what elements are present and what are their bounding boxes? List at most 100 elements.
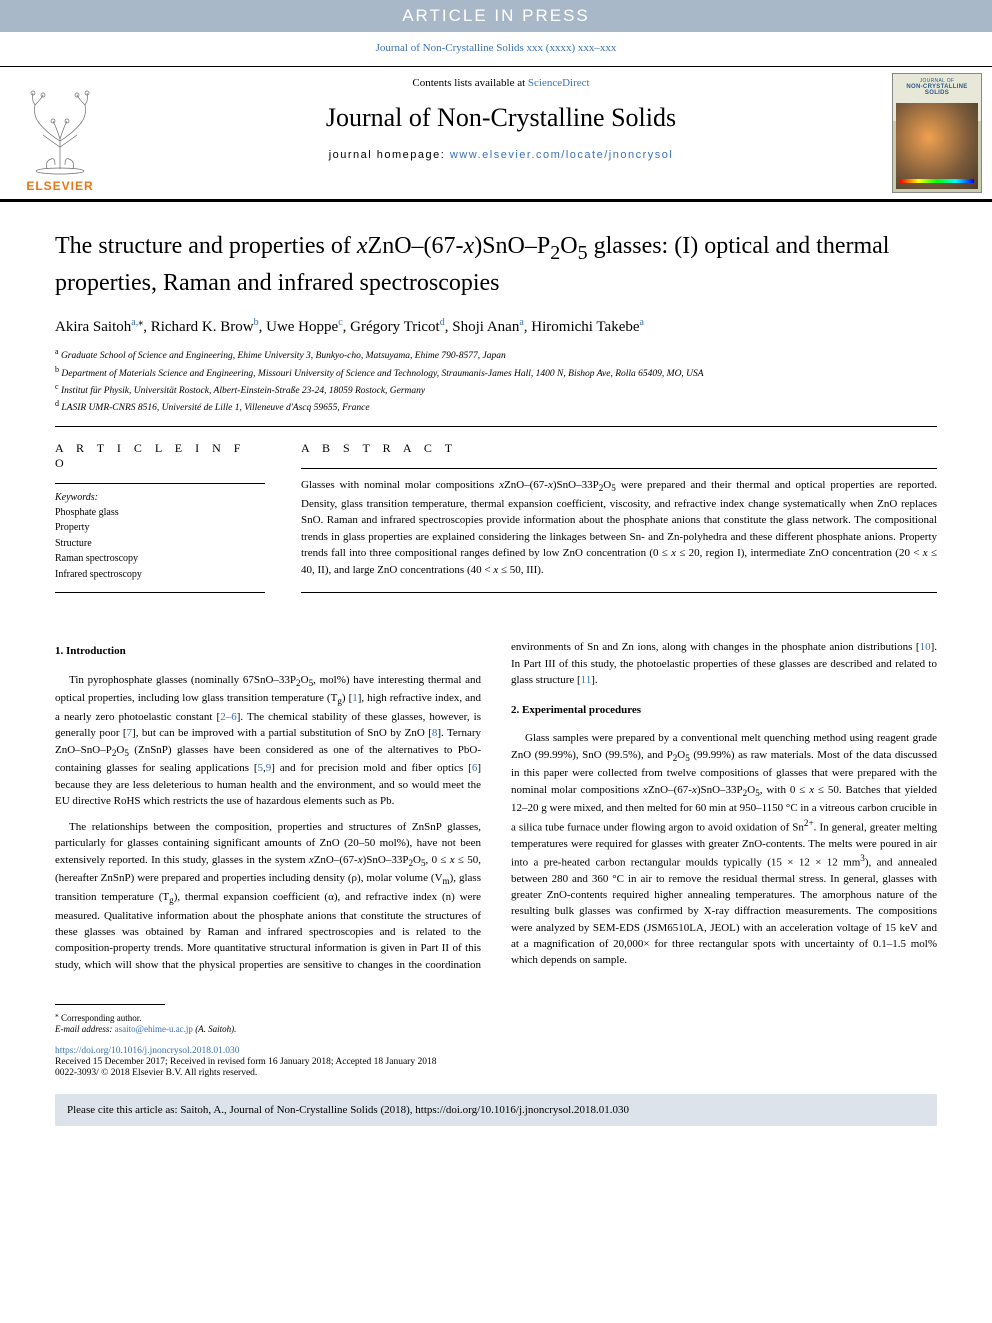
author: Akira Saitoha,⁎ xyxy=(55,319,143,335)
title-seg: O xyxy=(560,233,577,259)
divider-split xyxy=(55,592,937,593)
p-seg: , with 0 ≤ xyxy=(760,784,809,796)
copyright-line: 0022-3093/ © 2018 Elsevier B.V. All righ… xyxy=(55,1068,937,1078)
title-sub: 5 xyxy=(578,242,588,264)
p-seg: ]. xyxy=(591,674,597,686)
affiliation: c Institut für Physik, Universität Rosto… xyxy=(55,381,937,398)
header-center: Contents lists available at ScienceDirec… xyxy=(110,73,892,193)
abs-seg: ≤ 20, region I), intermediate ZnO concen… xyxy=(676,547,923,559)
exp-paragraph-1: Glass samples were prepared by a convent… xyxy=(511,730,937,968)
elsevier-wordmark: ELSEVIER xyxy=(26,179,93,193)
p-seg: ) [ xyxy=(342,692,352,704)
author: Grégory Tricotd xyxy=(350,319,445,335)
article-title: The structure and properties of xZnO–(67… xyxy=(55,230,937,299)
sciencedirect-link[interactable]: ScienceDirect xyxy=(528,77,590,89)
ref-link[interactable]: 10 xyxy=(920,641,931,653)
title-seg: )SnO–P xyxy=(474,233,550,259)
cover-title-area: JOURNAL OF NON-CRYSTALLINE SOLIDS xyxy=(893,74,981,100)
journal-reference-line: Journal of Non-Crystalline Solids xxx (x… xyxy=(0,32,992,66)
doi-link[interactable]: https://doi.org/10.1016/j.jnoncrysol.201… xyxy=(55,1046,937,1056)
keyword: Raman spectroscopy xyxy=(55,551,265,567)
author-affil-sup: a xyxy=(640,317,644,328)
p-seg: ZnO–(67- xyxy=(648,784,692,796)
author-name: Akira Saitoh xyxy=(55,319,131,335)
homepage-link[interactable]: www.elsevier.com/locate/jnoncrysol xyxy=(450,149,673,161)
author-affil-sup: a xyxy=(519,317,523,328)
email-link[interactable]: asaito@ehime-u.ac.jp xyxy=(115,1024,193,1034)
p-seg: ], but can be improved with a partial su… xyxy=(132,727,432,739)
email-label: E-mail address: xyxy=(55,1024,115,1034)
abs-seg: ZnO–(67- xyxy=(504,479,548,491)
p-seg: O xyxy=(301,674,309,686)
authors-line: Akira Saitoha,⁎, Richard K. Browb, Uwe H… xyxy=(55,317,937,336)
homepage-prefix: journal homepage: xyxy=(329,149,450,161)
homepage-line: journal homepage: www.elsevier.com/locat… xyxy=(110,149,892,161)
ref-link[interactable]: 2–6 xyxy=(220,711,237,723)
divider xyxy=(55,483,265,484)
received-dates: Received 15 December 2017; Received in r… xyxy=(55,1057,937,1067)
author-name: Richard K. Brow xyxy=(151,319,254,335)
journal-title: Journal of Non-Crystalline Solids xyxy=(110,103,892,133)
keywords-list: Phosphate glass Property Structure Raman… xyxy=(55,505,265,583)
p-seg: , 0 ≤ xyxy=(426,854,450,866)
ref-link[interactable]: 11 xyxy=(581,674,592,686)
affiliation: b Department of Materials Science and En… xyxy=(55,364,937,381)
author-name: Grégory Tricot xyxy=(350,319,440,335)
email-line: E-mail address: asaito@ehime-u.ac.jp (A.… xyxy=(55,1024,937,1034)
abs-seg: ≤ 50, III). xyxy=(498,564,543,576)
p-seg: )SnO–33P xyxy=(363,854,409,866)
author-name: Hiromichi Takebe xyxy=(531,319,639,335)
section-heading-experimental: 2. Experimental procedures xyxy=(511,702,937,718)
elsevier-logo: ELSEVIER xyxy=(10,73,110,193)
article-in-press-banner: ARTICLE IN PRESS xyxy=(0,0,992,32)
cover-title-main: NON-CRYSTALLINE SOLIDS xyxy=(896,84,978,96)
p-seg: )SnO–33P xyxy=(697,784,743,796)
abstract-text: Glasses with nominal molar compositions … xyxy=(301,477,937,578)
p-sup: 2+ xyxy=(804,818,814,828)
corresponding-text: Corresponding author. xyxy=(59,1013,142,1023)
intro-paragraph-1: Tin pyrophosphate glasses (nominally 67S… xyxy=(55,672,481,810)
author: Shoji Anana xyxy=(452,319,524,335)
cover-color-bar xyxy=(900,179,974,183)
author: Hiromichi Takebea xyxy=(531,319,644,335)
body-text: 1. Introduction Tin pyrophosphate glasse… xyxy=(55,639,937,975)
p-seg: O xyxy=(413,854,421,866)
corresponding-marker: ⁎ xyxy=(138,317,143,328)
p-seg: Tin pyrophosphate glasses (nominally 67S… xyxy=(69,674,296,686)
corresponding-author-note: ⁎ Corresponding author. xyxy=(55,1010,937,1023)
author-name: Shoji Anan xyxy=(452,319,519,335)
author: Richard K. Browb xyxy=(151,319,259,335)
p-seg: ), and annealed between 280 and 360 °C i… xyxy=(511,857,937,967)
article-info-column: A R T I C L E I N F O Keywords: Phosphat… xyxy=(55,441,265,583)
title-var: x xyxy=(464,233,475,259)
p-sub: m xyxy=(443,877,450,887)
journal-cover-thumbnail: JOURNAL OF NON-CRYSTALLINE SOLIDS xyxy=(892,73,982,193)
author-name: Uwe Hoppe xyxy=(266,319,338,335)
affiliation: d LASIR UMR-CNRS 8516, Université de Lil… xyxy=(55,398,937,415)
keyword: Phosphate glass xyxy=(55,505,265,521)
author-affil-sup: b xyxy=(254,317,259,328)
title-var: x xyxy=(357,233,368,259)
affil-text: Graduate School of Science and Engineeri… xyxy=(59,351,506,361)
journal-header: ELSEVIER Contents lists available at Sci… xyxy=(0,66,992,202)
contents-lists-line: Contents lists available at ScienceDirec… xyxy=(110,77,892,89)
affil-text: Institut für Physik, Universität Rostock… xyxy=(59,386,426,396)
cite-this-article-box: Please cite this article as: Saitoh, A.,… xyxy=(55,1094,937,1126)
elsevier-tree-icon xyxy=(21,89,99,175)
abs-seg: Glasses with nominal molar compositions xyxy=(301,479,499,491)
affil-text: LASIR UMR-CNRS 8516, Université de Lille… xyxy=(59,404,370,414)
email-suffix: (A. Saitoh). xyxy=(193,1024,237,1034)
divider xyxy=(301,468,937,469)
title-seg: ZnO–(67- xyxy=(368,233,464,259)
p-seg: ] and for precision mold and fiber optic… xyxy=(271,762,472,774)
keyword: Infrared spectroscopy xyxy=(55,567,265,583)
keyword: Property xyxy=(55,520,265,536)
author-affil-sup: c xyxy=(338,317,342,328)
keywords-label: Keywords: xyxy=(55,492,265,503)
affiliations: a Graduate School of Science and Enginee… xyxy=(55,346,937,416)
keyword: Structure xyxy=(55,536,265,552)
title-sub: 2 xyxy=(550,242,560,264)
author: Uwe Hoppec xyxy=(266,319,343,335)
section-heading-intro: 1. Introduction xyxy=(55,643,481,659)
cover-image xyxy=(896,103,978,189)
